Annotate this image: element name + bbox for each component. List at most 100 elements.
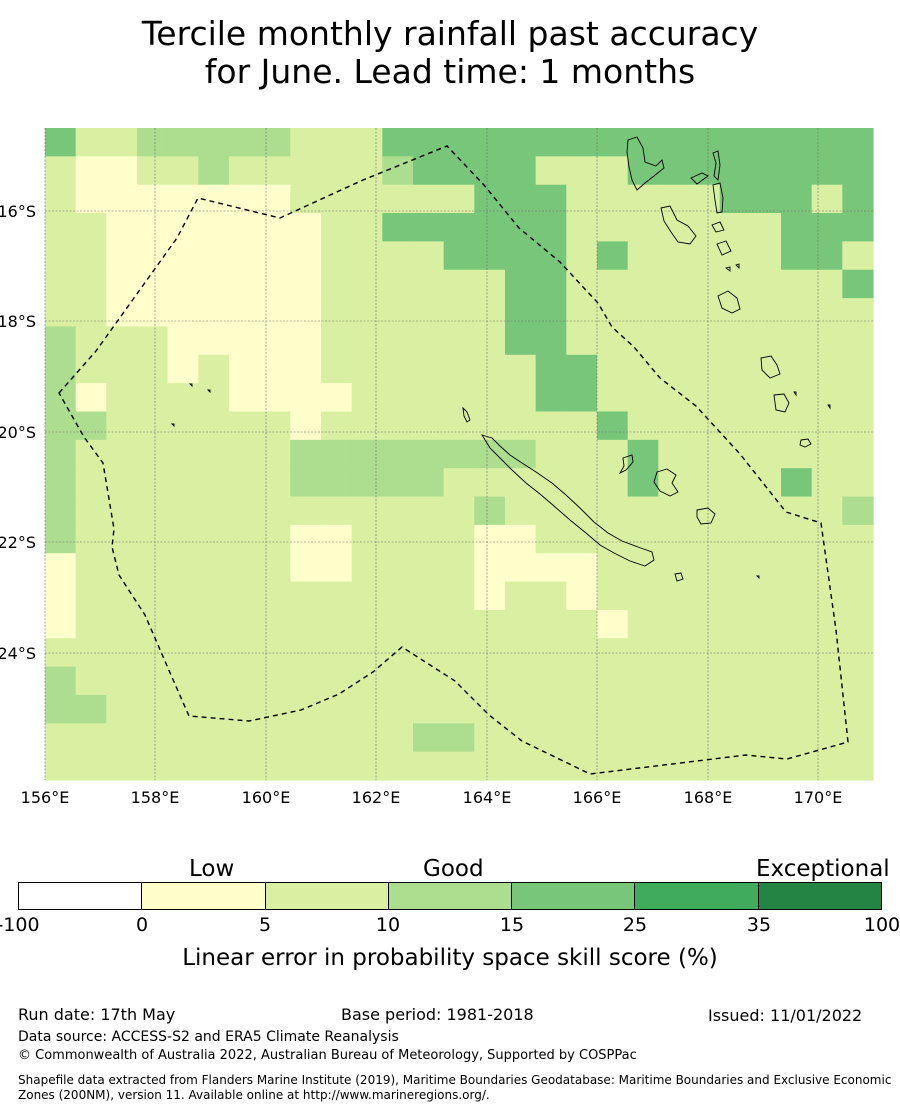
colorbar-segment [758, 883, 881, 909]
skill-cell [781, 524, 813, 554]
skill-cell [535, 411, 567, 441]
skill-cell [781, 156, 813, 186]
skill-cell [321, 411, 353, 441]
skill-cell [351, 666, 383, 696]
skill-cell [351, 553, 383, 583]
ouvea-island [618, 454, 634, 475]
skill-cell [566, 241, 598, 271]
skill-cell [750, 383, 782, 413]
skill-cell [413, 694, 445, 724]
skill-cell [689, 241, 721, 271]
skill-cell [413, 326, 445, 356]
skill-cell [535, 751, 567, 781]
skill-cell [627, 468, 659, 498]
skill-cell [382, 269, 414, 299]
skill-cell [167, 184, 199, 214]
skill-cell [413, 468, 445, 498]
skill-cell [351, 581, 383, 611]
skill-cell [106, 354, 138, 384]
skill-cell [781, 269, 813, 299]
skill-cell [443, 298, 475, 328]
latitude-tick-label: 16°S [0, 202, 36, 221]
map-title-line-2: for June. Lead time: 1 months [204, 52, 696, 91]
skill-cell [382, 184, 414, 214]
skill-cell [535, 269, 567, 299]
skill-cell [106, 269, 138, 299]
malekula-island [660, 205, 697, 245]
data-source: Data source: ACCESS-S2 and ERA5 Climate … [18, 1029, 399, 1045]
skill-cell [566, 184, 598, 214]
skill-cell [443, 213, 475, 242]
longitude-tick-label: 158°E [131, 788, 180, 807]
skill-cell [474, 694, 506, 724]
skill-cell [290, 128, 322, 157]
skill-cell [45, 496, 77, 526]
skill-cell [566, 156, 598, 186]
skill-cell [259, 468, 291, 498]
skill-cell [259, 751, 291, 781]
skill-cell [137, 411, 169, 441]
skill-cell [321, 298, 353, 328]
skill-cell [45, 383, 77, 413]
skill-cell [842, 383, 874, 413]
latitude-tick-label: 22°S [0, 533, 36, 552]
skill-cell [627, 609, 659, 639]
skill-cell [689, 383, 721, 413]
skill-cell [137, 298, 169, 328]
skill-cell [474, 269, 506, 299]
skill-cell [321, 581, 353, 611]
skill-cell [290, 581, 322, 611]
skill-cell [781, 298, 813, 328]
skill-cell [45, 439, 77, 469]
colorbar-category-low: Low [189, 856, 235, 882]
skill-cell [505, 666, 537, 696]
skill-cell [167, 581, 199, 611]
skill-cell [75, 411, 107, 441]
skill-cell [351, 213, 383, 242]
skill-cell [689, 128, 721, 157]
skill-cell [167, 609, 199, 639]
skill-cell [382, 609, 414, 639]
skill-cell [167, 298, 199, 328]
skill-cell [658, 666, 690, 696]
skill-cell [811, 751, 843, 781]
colorbar-tick: 0 [135, 914, 149, 936]
skill-cell [198, 298, 230, 328]
colorbar-segment [388, 883, 513, 909]
skill-cell [750, 439, 782, 469]
skill-cell [627, 411, 659, 441]
skill-cell [750, 411, 782, 441]
skill-cell [597, 524, 629, 554]
skill-cell [75, 354, 107, 384]
skill-cell [474, 383, 506, 413]
skill-cell [137, 213, 169, 242]
skill-cell [321, 213, 353, 242]
skill-cell [229, 468, 261, 498]
skill-cell [750, 298, 782, 328]
skill-cell [505, 354, 537, 384]
skill-cell [597, 468, 629, 498]
skill-cell [719, 553, 751, 583]
skill-cell [382, 298, 414, 328]
skill-cell [627, 354, 659, 384]
skill-cell [229, 666, 261, 696]
skill-cell [259, 694, 291, 724]
skill-cell [597, 609, 629, 639]
skill-cell [781, 666, 813, 696]
skill-cell [259, 241, 291, 271]
skill-cell [597, 184, 629, 214]
skill-cell [137, 241, 169, 271]
skill-cell [474, 496, 506, 526]
skill-cell [290, 609, 322, 639]
skill-cell [259, 439, 291, 469]
skill-cell [842, 609, 874, 639]
skill-cell [45, 298, 77, 328]
skill-cell [811, 496, 843, 526]
skill-cell [505, 156, 537, 186]
skill-cell [321, 496, 353, 526]
skill-cell [198, 751, 230, 781]
skill-cell [566, 383, 598, 413]
skill-cell [198, 468, 230, 498]
skill-cell [719, 184, 751, 214]
skill-cell [321, 184, 353, 214]
